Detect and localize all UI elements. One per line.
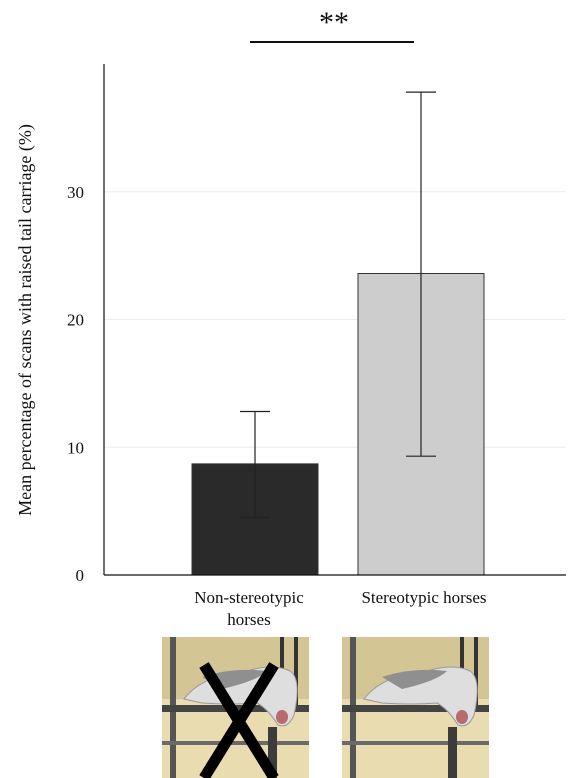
x-category-label-line: horses	[227, 610, 270, 629]
x-category-labels: Non-stereotypic horses Stereotypic horses	[194, 588, 486, 629]
y-tick-label: 30	[67, 183, 84, 202]
y-tick-label: 20	[67, 311, 84, 330]
cross-icon	[199, 662, 279, 778]
significance-stars: **	[319, 6, 349, 39]
y-tick-label: 10	[67, 438, 84, 457]
y-ticks: 0 10 20 30	[67, 183, 84, 585]
horse-illustration-non-stereotypic	[162, 637, 309, 778]
x-category-label-line: Stereotypic horses	[361, 588, 486, 607]
y-axis-label: Mean percentage of scans with raised tai…	[15, 124, 36, 516]
gridlines	[104, 191, 566, 448]
bars	[191, 273, 485, 576]
y-tick-label: 0	[76, 566, 85, 585]
x-category-label: Non-stereotypic horses	[194, 588, 304, 629]
error-bars	[240, 91, 436, 519]
x-category-label: Stereotypic horses	[361, 588, 486, 607]
x-category-label-line: Non-stereotypic	[194, 588, 304, 607]
horse-illustration-stereotypic	[342, 637, 489, 778]
